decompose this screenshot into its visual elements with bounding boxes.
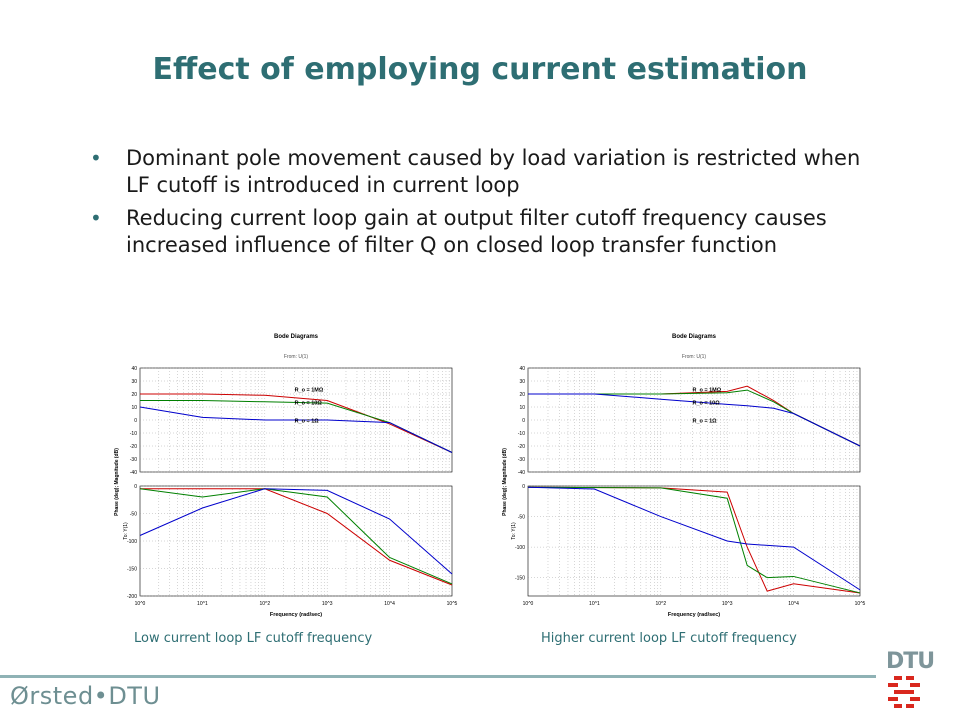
phase-y-tick-label: -50 [518,515,525,521]
x-tick-label: 10^1 [589,601,600,607]
x-tick-label: 10^5 [447,601,458,607]
bode-plot-left: Bode Diagrams From: U(1) 40 30 20 10 0 -10 -20 -3… [112,324,462,624]
magnitude-series-line [528,393,861,447]
magnitude-y-tick-label: 40 [131,366,137,372]
bullet-dot-icon: • [90,206,102,230]
phase-series-line [139,488,453,585]
phase-series-line [527,486,861,594]
series-annotation: R_o = 10Ω [692,400,720,406]
magnitude-y-tick-label: -10 [518,431,525,437]
phase-y-tick-label: 0 [522,484,525,490]
series-annotation: R_o = 1Ω [692,419,717,425]
phase-y-tick-label: -100 [127,539,137,545]
magnitude-y-tick-label: 0 [134,418,137,424]
y-axis-sublabel: To: Y(1) [123,522,129,540]
magnitude-y-tick-label: 10 [519,405,525,411]
magnitude-y-tick-label: 20 [519,392,525,398]
x-tick-label: 10^0 [523,601,534,607]
phase-series-line [527,486,861,591]
magnitude-y-tick-label: -10 [130,431,137,437]
phase-y-tick-label: -50 [130,512,137,518]
magnitude-y-tick-label: -30 [518,457,525,463]
phase-series-line [140,488,453,586]
dtu-logo-text: DTU [886,649,935,674]
dtu-logo-mark-icon [888,676,920,708]
x-tick-label: 10^0 [135,601,146,607]
x-tick-label: 10^5 [855,601,866,607]
x-axis-label: Frequency (rad/sec) [270,612,322,618]
x-tick-label: 10^2 [259,601,270,607]
bode-plot-left-svg: Bode Diagrams From: U(1) 40 30 20 10 0 -10 -20 -3… [114,334,458,618]
x-tick-label: 10^3 [322,601,333,607]
footer-divider [0,675,876,678]
series-annotation: R_o = 1MΩ [692,387,721,393]
x-axis-label: Frequency (rad/sec) [668,612,720,618]
bullet-text: Dominant pole movement caused by load va… [126,146,861,197]
bullet-dot-icon: • [90,146,102,170]
series-annotation: R_o = 10Ω [295,400,323,406]
chart-title: Bode Diagrams [274,334,319,340]
magnitude-y-tick-label: -30 [130,457,137,463]
magnitude-series-line [139,406,453,453]
phase-series-line [139,488,453,575]
x-tick-label: 10^4 [788,601,799,607]
phase-y-tick-label: 0 [134,484,137,490]
bullet-text: Reducing current loop gain at output fil… [126,206,827,257]
y-axis-sublabel: To: Y(1) [511,522,517,540]
slide-title: Effect of employing current estimation [152,52,808,87]
phase-y-tick-label: -150 [127,567,137,573]
magnitude-y-tick-label: 10 [131,405,137,411]
bode-plot-right: Bode Diagrams From: U(1) 40 30 20 10 0 -10 -20 -3… [500,324,870,624]
phase-y-tick-label: -150 [515,576,525,582]
phase-axes-frame [527,485,861,597]
bode-plot-right-svg: Bode Diagrams From: U(1) 40 30 20 10 0 -10 -20 -3… [502,334,866,618]
phase-y-tick-label: -100 [515,545,525,551]
bullet-item: • Dominant pole movement caused by load … [88,145,888,199]
series-annotation: R_o = 1Ω [295,419,320,425]
magnitude-y-tick-label: -40 [518,470,525,476]
magnitude-series-line [140,393,453,453]
magnitude-y-tick-label: 0 [522,418,525,424]
chart-subtitle: From: U(1) [284,354,309,360]
series-annotation: R_o = 1MΩ [295,387,324,393]
magnitude-series-line [528,389,861,447]
magnitude-y-tick-label: 40 [519,366,525,372]
bullet-item: • Reducing current loop gain at output f… [88,205,888,259]
magnitude-y-tick-label: -40 [130,470,137,476]
caption-left: Low current loop LF cutoff frequency [134,631,373,646]
magnitude-y-tick-label: 20 [131,392,137,398]
x-tick-label: 10^1 [197,601,208,607]
x-tick-label: 10^3 [722,601,733,607]
phase-y-tick-label: -200 [127,594,137,600]
magnitude-y-tick-label: -20 [130,444,137,450]
y-axis-label: Phase (deg); Magnitude (dB) [114,448,120,516]
chart-subtitle: From: U(1) [682,354,707,360]
x-tick-label: 10^2 [655,601,666,607]
magnitude-y-tick-label: 30 [131,379,137,385]
magnitude-y-tick-label: 30 [519,379,525,385]
bullet-list: • Dominant pole movement caused by load … [88,145,888,265]
footer-brand: Ørsted•DTU [10,682,161,710]
y-axis-label: Phase (deg); Magnitude (dB) [502,448,508,516]
chart-title: Bode Diagrams [672,334,717,340]
x-tick-label: 10^4 [384,601,395,607]
caption-right: Higher current loop LF cutoff frequency [541,631,797,646]
dtu-logo: DTU [886,649,935,714]
magnitude-y-tick-label: -20 [518,444,525,450]
